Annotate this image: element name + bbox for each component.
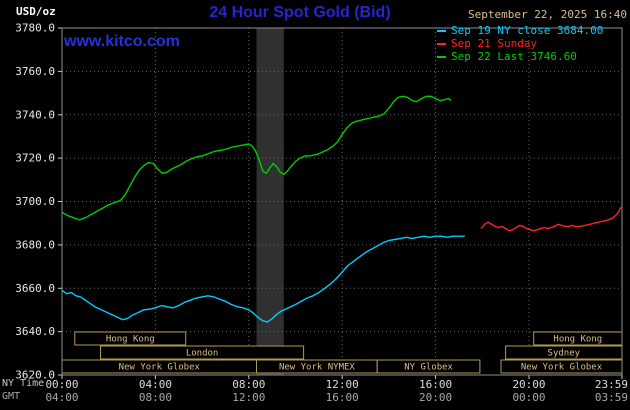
x-tick-label-gmt: 16:00 [326, 391, 359, 404]
chart-title: 24 Hour Spot Gold (Bid) [209, 4, 391, 21]
x-tick-label-gmt: 08:00 [139, 391, 172, 404]
ny-time-axis-label: NY Time [2, 378, 45, 389]
legend-dash-icon [437, 42, 446, 45]
y-tick-label: 3660.0 [15, 282, 55, 295]
market-session-label: London [186, 349, 219, 359]
market-session-box [376, 359, 481, 374]
y-tick-label: 3720.0 [15, 152, 55, 165]
series-line-3 [61, 95, 452, 221]
x-tick-label-ny: 23:59 [595, 378, 628, 391]
x-tick-label-ny: 20:00 [512, 378, 545, 391]
x-tick-label-gmt: 04:00 [45, 391, 78, 404]
legend-dash-icon [437, 29, 446, 32]
legend-label: Sep 21 Sunday [451, 37, 538, 50]
y-tick-label: 3780.0 [15, 22, 55, 35]
market-session-label: Hong Kong [553, 335, 602, 345]
y-tick-label: 3680.0 [15, 238, 55, 251]
legend-item: Sep 21 Sunday [437, 37, 603, 50]
y-tick-label: 3760.0 [15, 65, 55, 78]
x-tick-label-ny: 00:00 [45, 378, 78, 391]
legend-dash-icon [437, 55, 446, 58]
chart-legend: Sep 19 NY close 3684.00 Sep 21 Sunday Sep … [437, 24, 603, 63]
x-tick-label-gmt: 00:00 [512, 391, 545, 404]
plot-border [61, 27, 623, 376]
market-session-box [74, 331, 187, 346]
datetime-label: September 22, 2025 16:40 [468, 8, 627, 21]
legend-label: Sep 19 NY close 3684.00 [451, 24, 604, 37]
kitco-watermark-link[interactable]: www.kitco.com [64, 33, 180, 50]
market-session-label: New York NYMEX [279, 363, 355, 373]
x-tick-label-ny: 16:00 [419, 378, 452, 391]
y-tick-label: 3700.0 [15, 195, 55, 208]
legend-label: Sep 22 Last 3746.60 [451, 50, 577, 63]
legend-item: Sep 22 Last 3746.60 [437, 50, 603, 63]
y-axis-unit-label: USD/oz [16, 5, 56, 18]
series-line-1 [61, 235, 465, 323]
x-tick-label-gmt: 03:59 [595, 391, 628, 404]
market-session-label: New York Globex [119, 363, 201, 373]
legend-item: Sep 19 NY close 3684.00 [437, 24, 603, 37]
market-session-label: New York Globex [521, 363, 603, 373]
y-tick-label: 3740.0 [15, 108, 55, 121]
x-tick-label-gmt: 12:00 [232, 391, 265, 404]
y-tick-label: 3620.0 [15, 369, 55, 382]
market-session-label: Hong Kong [106, 335, 155, 345]
x-tick-label-ny: 08:00 [232, 378, 265, 391]
x-tick-label-gmt: 20:00 [419, 391, 452, 404]
x-tick-label-ny: 12:00 [326, 378, 359, 391]
market-session-label: Sydney [548, 349, 581, 359]
x-tick-label-ny: 04:00 [139, 378, 172, 391]
market-session-label: NY Globex [404, 363, 453, 373]
market-session-box [100, 345, 305, 360]
series-line-2 [480, 206, 623, 232]
gmt-axis-label: GMT [2, 391, 21, 402]
y-tick-label: 3640.0 [15, 325, 55, 338]
